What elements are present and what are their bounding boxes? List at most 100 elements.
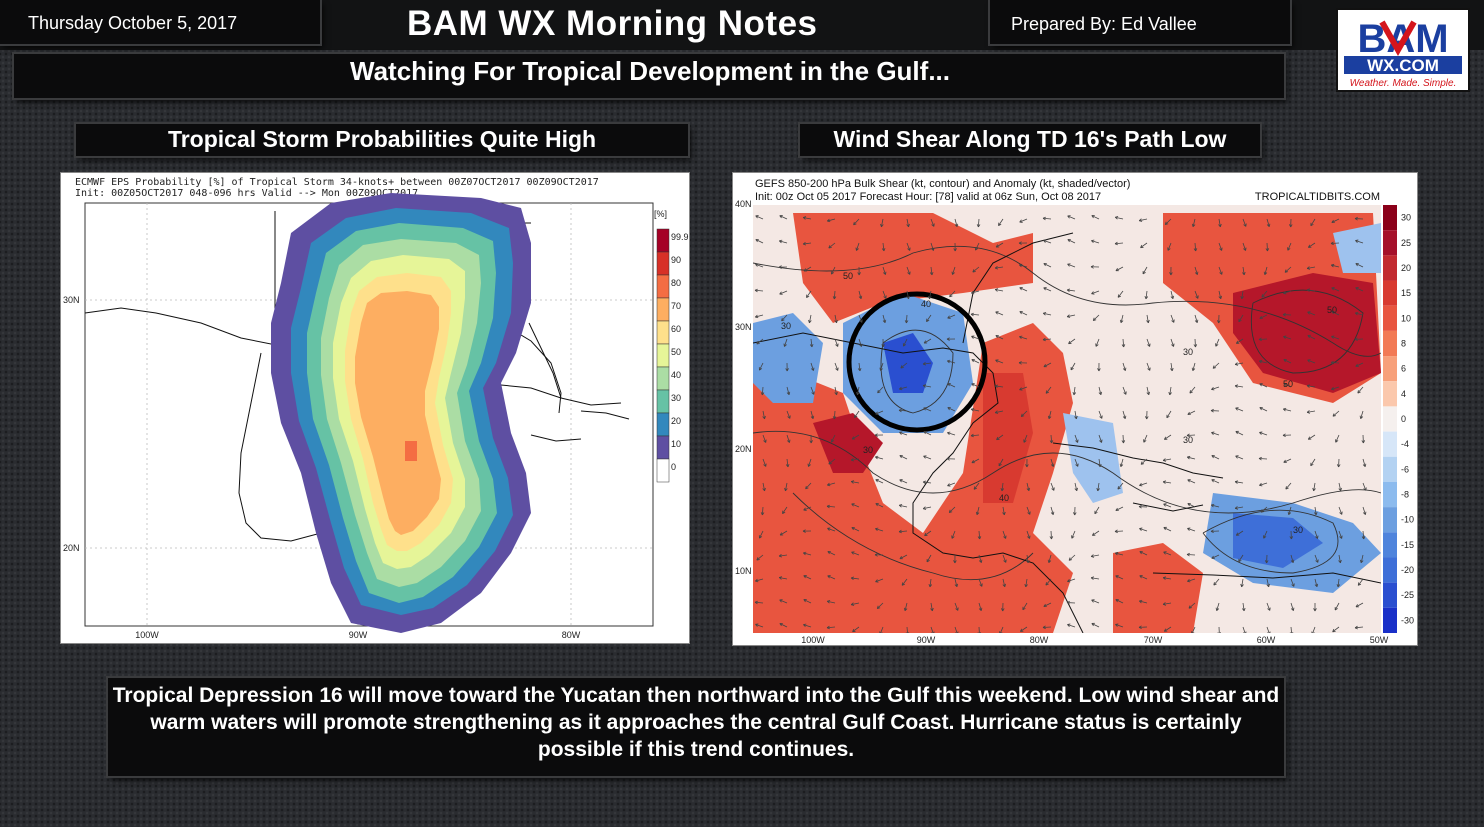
wind-vector-head (1266, 223, 1271, 227)
right-lat-label: 10N (735, 566, 752, 576)
wind-vector (1098, 434, 1102, 443)
wind-vector-head (1193, 248, 1198, 252)
wind-vector-head (1243, 223, 1247, 227)
wind-vector-head (830, 439, 835, 443)
right-colorbar-label: -30 (1401, 615, 1414, 625)
wind-vector-head (760, 392, 765, 396)
wind-vector (754, 601, 764, 604)
page-title: BAM WX Morning Notes (407, 4, 818, 43)
wind-vector-head (1234, 384, 1239, 388)
wind-vector (779, 623, 788, 628)
wind-vector-head (1066, 314, 1071, 318)
left-legend-label: 10 (671, 439, 681, 449)
wind-vector (995, 242, 1004, 248)
wind-vector-head (1306, 410, 1311, 414)
tropical-storm-probability-map: ECMWF EPS Probability [%] of Tropical St… (60, 172, 690, 644)
right-colorbar-label: 4 (1401, 389, 1406, 399)
right-colorbar-label: -15 (1401, 540, 1414, 550)
wind-vector-head (1265, 248, 1270, 252)
wind-vector-head (947, 315, 951, 319)
wind-vector-head (811, 367, 815, 371)
wind-vector (971, 383, 980, 388)
wind-vector (1139, 482, 1148, 486)
contour-label: 30 (863, 445, 873, 455)
wind-vector-head (1147, 367, 1151, 371)
right-colorbar-swatch (1383, 582, 1397, 608)
wind-vector-head (1068, 340, 1072, 345)
wind-vector (1355, 263, 1364, 268)
contour-label: 50 (1283, 379, 1293, 389)
wind-vector-head (1291, 583, 1295, 587)
wind-vector (882, 266, 886, 275)
wind-vector-head (1000, 608, 1005, 612)
wind-vector-head (947, 483, 951, 487)
wind-vector (831, 434, 836, 443)
wind-vector (1215, 338, 1220, 347)
wind-vector-head (1067, 579, 1071, 583)
wind-vector-head (1191, 631, 1195, 633)
wind-vector (971, 335, 980, 340)
wind-vector-head (931, 247, 935, 251)
wind-vector (1050, 482, 1055, 491)
wind-vector-head (1075, 439, 1079, 443)
wind-vector (858, 290, 862, 299)
wind-vector (876, 602, 884, 609)
wind-vector-head (1096, 487, 1100, 492)
wind-vector-head (879, 367, 883, 371)
wind-vector (1194, 242, 1197, 252)
wind-vector-head (1332, 628, 1336, 633)
wind-vector-head (1074, 415, 1078, 420)
wind-vector-head (931, 223, 935, 227)
wind-vector-head (1213, 582, 1217, 586)
wind-vector (1283, 458, 1292, 463)
wind-vector-head (1310, 222, 1314, 227)
wind-vector-head (1019, 387, 1023, 391)
wind-vector (1313, 482, 1316, 491)
wind-vector-head (995, 359, 999, 363)
wind-vector (995, 311, 1004, 316)
wind-vector-head (827, 482, 831, 487)
wind-vector-head (1049, 440, 1054, 444)
wind-vector-head (1259, 406, 1263, 411)
wind-vector-head (1187, 578, 1191, 583)
wind-vector (1241, 290, 1244, 299)
wind-vector-head (1211, 431, 1215, 435)
wind-vector-head (786, 391, 791, 395)
wind-vector-head (1359, 415, 1364, 419)
wind-vector (831, 266, 836, 275)
wind-vector (899, 504, 908, 508)
wind-vector (923, 407, 932, 412)
wind-vector (1212, 362, 1220, 369)
right-lon-label: 90W (917, 635, 936, 645)
wind-vector-head (1163, 503, 1167, 507)
wind-vector-head (1330, 360, 1334, 365)
wind-vector (971, 408, 980, 412)
wind-vector (1043, 602, 1052, 607)
wind-vector-head (875, 527, 879, 532)
wind-vector-head (1097, 368, 1101, 372)
wind-vector-head (998, 462, 1002, 467)
wind-vector-head (899, 454, 903, 459)
wind-vector (1020, 626, 1028, 632)
wind-vector-head (930, 607, 934, 612)
wind-vector (805, 482, 812, 490)
wind-vector-head (1362, 511, 1367, 515)
wind-vector-head (1067, 238, 1071, 243)
wind-vector-head (1027, 535, 1031, 539)
wind-vector (1213, 578, 1220, 586)
wind-vector (1091, 215, 1100, 220)
wind-vector (929, 578, 932, 587)
wind-vector (1163, 503, 1172, 508)
wind-vector-head (1066, 600, 1070, 605)
wind-vector-head (755, 263, 759, 267)
wind-vector-head (955, 607, 959, 611)
wind-vector (1235, 455, 1244, 460)
wind-vector (803, 575, 812, 580)
wind-vector-head (1283, 291, 1287, 295)
left-map-header-2: Init: 00Z05OCT2017 048-096 hrs Valid -->… (75, 188, 418, 199)
wind-vector-head (971, 383, 975, 387)
wind-vector (949, 290, 956, 298)
wind-vector-head (899, 386, 903, 391)
wind-vector (1067, 239, 1076, 244)
wind-vector (803, 242, 812, 245)
